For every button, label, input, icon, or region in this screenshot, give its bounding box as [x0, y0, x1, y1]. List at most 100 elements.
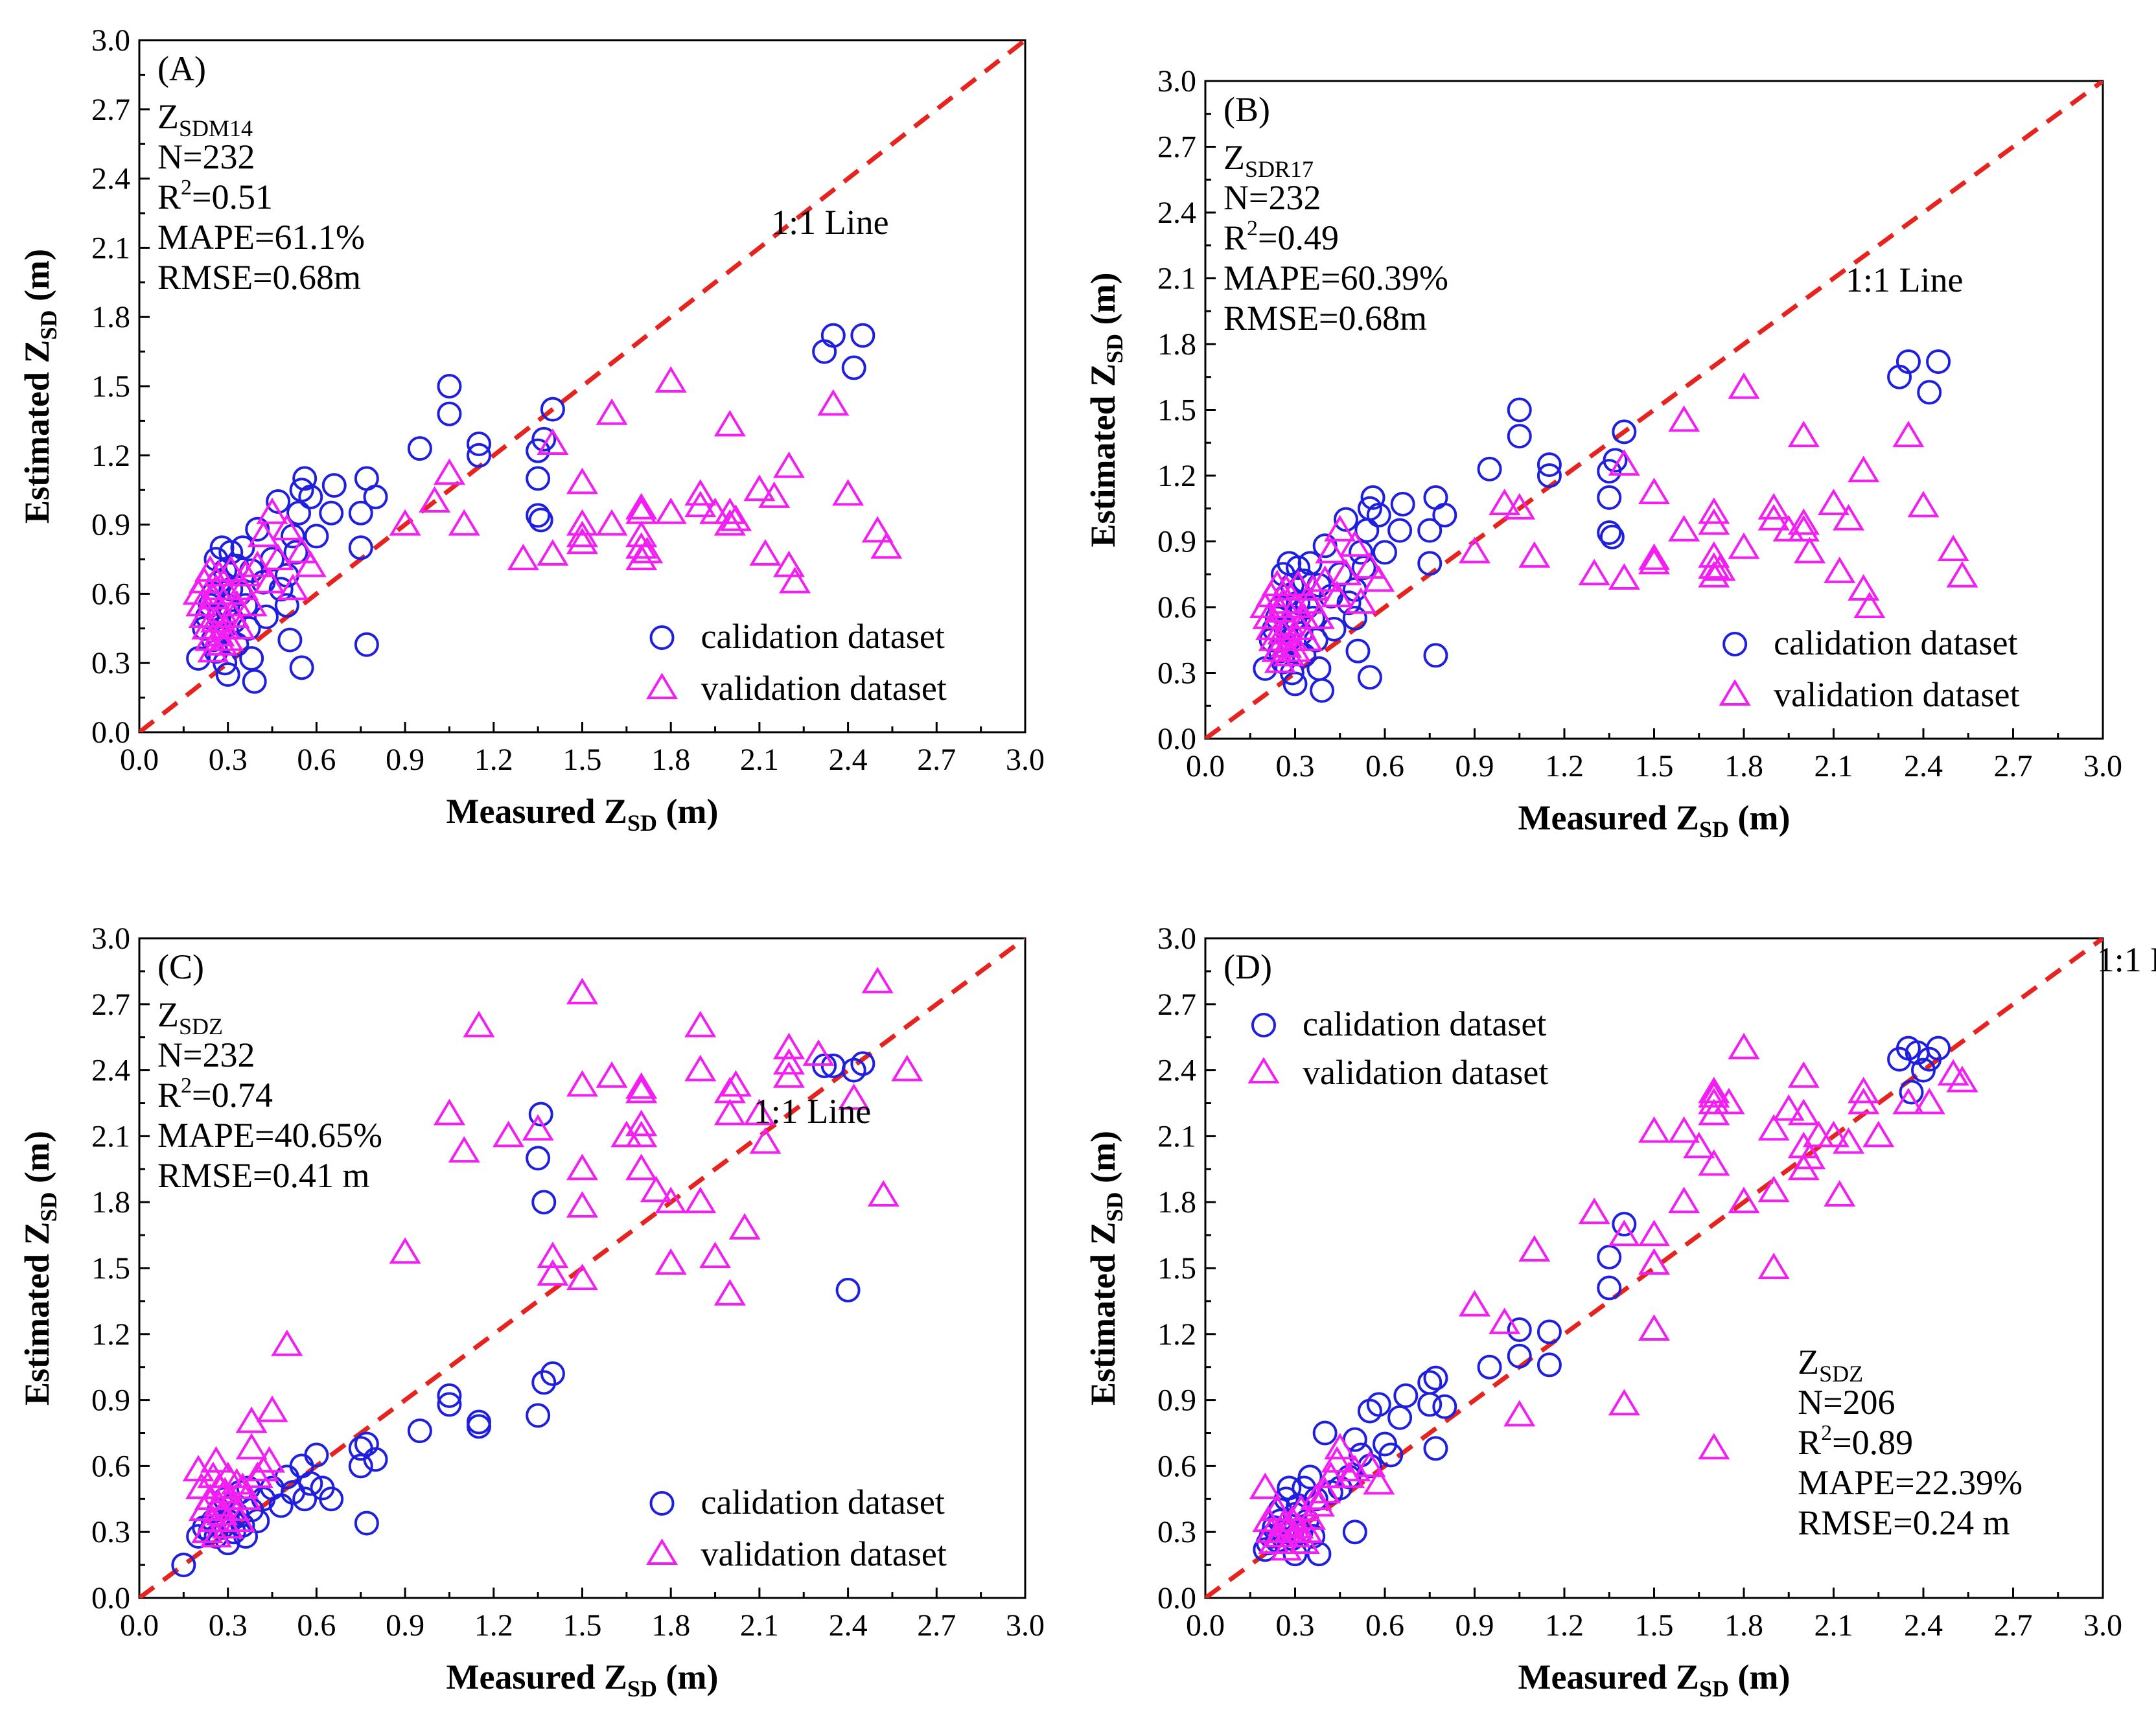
legend-calidation-label: calidation dataset	[1303, 1004, 1546, 1043]
scatter-panel-b: 0.0 0.3 0.6 0.9 1.2 1.5 1.8 2.1 2.4 2.7 3.0 0.0 0.3 0…	[1084, 64, 2122, 842]
calidation-point	[1599, 524, 1625, 549]
data-layer	[139, 40, 1025, 732]
validation-point	[206, 629, 238, 656]
validation-point	[1315, 537, 1347, 564]
model-name: ZSDZ	[157, 995, 223, 1039]
validation-point	[832, 479, 864, 506]
validation-point	[220, 1468, 253, 1495]
validation-point	[772, 1032, 805, 1059]
y-tick-label: 3.0	[1157, 921, 1196, 956]
validation-point	[1892, 421, 1925, 448]
validation-point	[1698, 497, 1730, 524]
calidation-point	[274, 593, 299, 618]
calidation-point	[1378, 1442, 1404, 1468]
validation-point	[772, 550, 805, 577]
validation-point	[1503, 492, 1536, 520]
validation-point	[1303, 1490, 1335, 1517]
validation-point	[1315, 1461, 1347, 1488]
validation-point	[566, 527, 599, 555]
calidation-point	[1507, 1343, 1532, 1369]
validation-point	[235, 1433, 268, 1460]
validation-point	[1503, 1400, 1536, 1427]
calidation-point	[437, 401, 462, 426]
validation-point	[1330, 559, 1362, 586]
validation-point	[1321, 581, 1353, 608]
validation-point	[1824, 1180, 1856, 1207]
mape-value: MAPE=40.65%	[157, 1116, 382, 1155]
calidation-point	[1312, 1420, 1338, 1446]
validation-point	[1787, 421, 1820, 448]
validation-point	[838, 1083, 870, 1110]
validation-point	[1638, 1220, 1671, 1247]
validation-point	[1728, 532, 1760, 559]
validation-point	[684, 1010, 717, 1037]
y-tick-label: 2.4	[1157, 196, 1196, 230]
validation-point	[802, 1039, 835, 1066]
y-tick-label: 3.0	[1157, 64, 1196, 98]
validation-point	[1249, 1472, 1281, 1499]
calidation-point	[363, 1447, 388, 1472]
x-tick-label: 2.4	[829, 743, 868, 777]
validation-point	[625, 1072, 658, 1099]
x-tick-label: 0.0	[1186, 749, 1225, 783]
validation-point	[1772, 1094, 1805, 1121]
calidation-point	[215, 662, 240, 687]
panel-label: (C)	[157, 947, 204, 986]
legend: calidation dataset validation dataset	[645, 1483, 947, 1573]
validation-point	[1282, 570, 1314, 597]
r-squared: R2=0.49	[1223, 216, 1339, 257]
validation-point	[867, 1180, 899, 1207]
x-tick-label: 1.8	[1724, 749, 1763, 783]
validation-point	[1309, 565, 1341, 592]
validation-point	[743, 1098, 776, 1126]
x-tick-label: 0.6	[1365, 1608, 1404, 1643]
validation-point	[1817, 489, 1850, 515]
validation-point	[1270, 631, 1303, 658]
scatter-panel-d: 0.0 0.3 0.6 0.9 1.2 1.5 1.8 2.1 2.4 2.7 3.0 0.0 0.3 0…	[1084, 921, 2156, 1702]
validation-point	[1698, 1149, 1730, 1176]
y-tick-label: 0.6	[1157, 1449, 1196, 1483]
validation-point	[1518, 541, 1551, 568]
calidation-point	[1310, 678, 1335, 703]
x-tick-label: 0.0	[1186, 1608, 1225, 1643]
x-tick-label: 1.5	[563, 743, 602, 777]
y-tick-label: 1.2	[1157, 459, 1196, 493]
x-axis-label: Measured ZSD (m)	[1518, 1658, 1791, 1702]
x-axis-label: Measured ZSD (m)	[446, 1658, 719, 1702]
validation-point	[779, 566, 811, 594]
x-tick-label: 3.0	[1006, 743, 1045, 777]
validation-point	[699, 1242, 732, 1269]
calidation-point	[1477, 456, 1502, 481]
x-tick-label: 2.1	[740, 743, 779, 777]
legend-triangle-marker	[645, 1538, 678, 1565]
legend-calidation-label: calidation dataset	[1774, 623, 2017, 662]
calidation-point	[467, 1414, 492, 1439]
calidation-point	[437, 1383, 462, 1408]
validation-point	[1757, 492, 1790, 520]
validation-point	[719, 504, 752, 531]
calidation-point	[526, 503, 551, 528]
validation-point	[1728, 372, 1760, 399]
y-tick-label: 2.7	[1157, 130, 1196, 165]
validation-point	[226, 573, 259, 601]
validation-point	[772, 451, 805, 478]
validation-point	[625, 544, 658, 570]
validation-point	[1518, 1234, 1551, 1262]
x-tick-label: 2.1	[1814, 749, 1853, 783]
one-to-one-label: 1:1 Line	[771, 203, 888, 242]
x-axis-label: Measured ZSD (m)	[446, 792, 719, 836]
validation-point	[713, 1278, 746, 1306]
calidation-point	[1536, 1352, 1562, 1378]
calidation-point	[1536, 452, 1562, 478]
calidation-point	[1387, 518, 1413, 543]
validation-point	[1608, 1389, 1640, 1416]
calidation-point	[1432, 502, 1457, 527]
calidation-point	[266, 489, 291, 514]
calidation-point	[321, 473, 347, 498]
validation-point	[389, 1237, 421, 1264]
x-tick-label: 0.3	[209, 743, 248, 777]
rmse-value: RMSE=0.24 m	[1798, 1503, 2010, 1542]
validation-point	[253, 1446, 286, 1473]
y-tick-label: 2.4	[91, 162, 130, 196]
x-tick-label: 1.2	[474, 743, 513, 777]
